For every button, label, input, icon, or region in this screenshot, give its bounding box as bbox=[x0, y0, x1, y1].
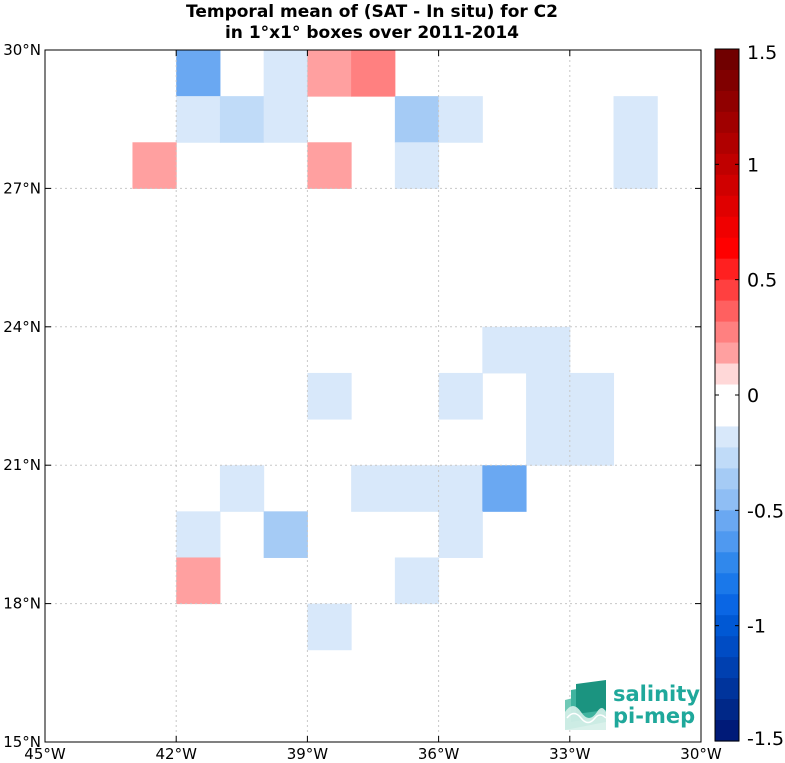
colorbar-segment bbox=[715, 321, 739, 344]
heatmap-cell bbox=[307, 603, 352, 651]
colorbar-segment bbox=[715, 447, 739, 469]
colorbar-segment bbox=[715, 405, 739, 428]
plot-frame bbox=[44, 49, 702, 743]
heatmap-cell bbox=[394, 142, 440, 189]
heatmap-cell bbox=[438, 372, 483, 420]
colorbar-segment bbox=[715, 216, 739, 239]
x-tick-label: 30°W bbox=[680, 745, 722, 763]
colorbar-segment bbox=[715, 153, 739, 176]
heatmap-cell bbox=[394, 557, 440, 605]
heatmap-cell bbox=[569, 419, 615, 466]
heatmap-cell bbox=[263, 511, 308, 558]
colorbar-segment bbox=[715, 636, 739, 658]
y-tick-label: 27°N bbox=[3, 179, 41, 197]
colorbar-segment bbox=[715, 573, 739, 595]
colorbar-tick-label: 1.5 bbox=[747, 42, 777, 64]
logo-text-salinity: salinity bbox=[613, 682, 700, 706]
colorbar-segment bbox=[715, 426, 739, 449]
colorbar-segment bbox=[715, 342, 739, 365]
colorbar-tick-label: -0.5 bbox=[747, 500, 784, 522]
heatmap-cell bbox=[569, 372, 615, 420]
y-tick-label: 15°N bbox=[3, 733, 41, 751]
y-axis-ticks: 15°N 18°N 21°N 24°N 27°N 30°N bbox=[3, 41, 701, 751]
heatmap-cell bbox=[307, 372, 352, 420]
heatmap-cells bbox=[132, 50, 658, 651]
colorbar-tick-label: -1.5 bbox=[747, 728, 784, 750]
heatmap-cell bbox=[394, 465, 440, 512]
x-tick-label: 39°W bbox=[287, 745, 329, 763]
heatmap-cell bbox=[351, 465, 396, 512]
heatmap-cell bbox=[394, 96, 440, 143]
colorbar-segment bbox=[715, 69, 739, 92]
heatmap-cell bbox=[307, 142, 352, 189]
wave-logo-icon bbox=[565, 680, 607, 730]
colorbar-segment bbox=[715, 174, 739, 197]
heatmap-cell bbox=[132, 142, 177, 189]
colorbar-segment bbox=[715, 552, 739, 574]
colorbar-segment bbox=[715, 489, 739, 511]
colorbar-segment bbox=[715, 720, 739, 742]
heatmap-cell bbox=[263, 96, 308, 143]
x-axis-ticks: 45°W 42°W 39°W 36°W 33°W 30°W bbox=[24, 50, 722, 763]
heatmap-cell bbox=[613, 96, 658, 143]
colorbar-tick-label: -1 bbox=[747, 616, 766, 638]
colorbar-segment bbox=[715, 300, 739, 323]
logo-text-pi-mep: pi-mep bbox=[613, 704, 695, 728]
colorbar-segment bbox=[715, 49, 739, 71]
heatmap-cell bbox=[438, 511, 483, 558]
colorbar-segment bbox=[715, 615, 739, 637]
colorbar-tick-label: 0.5 bbox=[747, 270, 777, 292]
y-tick-label: 21°N bbox=[3, 456, 41, 474]
colorbar bbox=[715, 49, 739, 742]
colorbar-segment bbox=[715, 384, 739, 407]
y-tick-label: 24°N bbox=[3, 318, 41, 336]
x-tick-label: 42°W bbox=[155, 745, 197, 763]
colorbar-segment bbox=[715, 258, 739, 281]
heatmap-cell bbox=[351, 50, 396, 97]
colorbar-tick-label: 0 bbox=[747, 385, 759, 407]
x-tick-label: 36°W bbox=[418, 745, 460, 763]
colorbar-segment bbox=[715, 237, 739, 260]
heatmap-cell bbox=[176, 557, 221, 605]
heatmap-cell bbox=[307, 50, 352, 97]
colorbar-tick-label: 1 bbox=[747, 154, 759, 176]
heatmap-cell bbox=[438, 465, 483, 512]
heatmap-cell bbox=[219, 465, 265, 512]
heatmap-cell bbox=[482, 326, 527, 374]
colorbar-segment bbox=[715, 132, 739, 155]
colorbar-segment bbox=[715, 279, 739, 302]
colorbar-segment bbox=[715, 195, 739, 218]
colorbar-segment bbox=[715, 657, 739, 679]
x-tick-label: 33°W bbox=[549, 745, 591, 763]
heatmap-cell bbox=[526, 326, 571, 374]
heatmap-cell bbox=[263, 50, 308, 97]
colorbar-segment bbox=[715, 363, 739, 386]
colorbar-segment bbox=[715, 699, 739, 721]
colorbar-segment bbox=[715, 90, 739, 113]
colorbar-segment bbox=[715, 594, 739, 616]
colorbar-segment bbox=[715, 678, 739, 700]
colorbar-segment bbox=[715, 531, 739, 553]
heatmap-cell bbox=[482, 465, 527, 512]
grid-lines bbox=[45, 50, 701, 742]
heatmap-cell bbox=[438, 96, 483, 143]
colorbar-segment bbox=[715, 468, 739, 490]
salinity-pi-mep-logo: salinity pi-mep bbox=[565, 680, 700, 730]
y-tick-label: 18°N bbox=[3, 595, 41, 613]
colorbar-ticks: 1.5 1 0.5 0 -0.5 -1 -1.5 bbox=[715, 42, 784, 750]
y-tick-label: 30°N bbox=[3, 41, 41, 59]
colorbar-segment bbox=[715, 510, 739, 532]
heatmap-cell bbox=[526, 419, 571, 466]
heatmap-cell bbox=[176, 96, 221, 143]
chart-title-line-1: Temporal mean of (SAT - In situ) for C2 bbox=[186, 2, 558, 22]
heatmap-cell bbox=[219, 96, 265, 143]
heatmap-cell bbox=[613, 142, 658, 189]
colorbar-segment bbox=[715, 111, 739, 134]
chart-title-line-2: in 1°x1° boxes over 2011-2014 bbox=[225, 23, 519, 43]
heatmap-cell bbox=[526, 372, 571, 420]
heatmap-cell bbox=[176, 511, 221, 558]
heatmap-cell bbox=[176, 50, 221, 97]
x-tick-label: 45°W bbox=[24, 745, 66, 763]
